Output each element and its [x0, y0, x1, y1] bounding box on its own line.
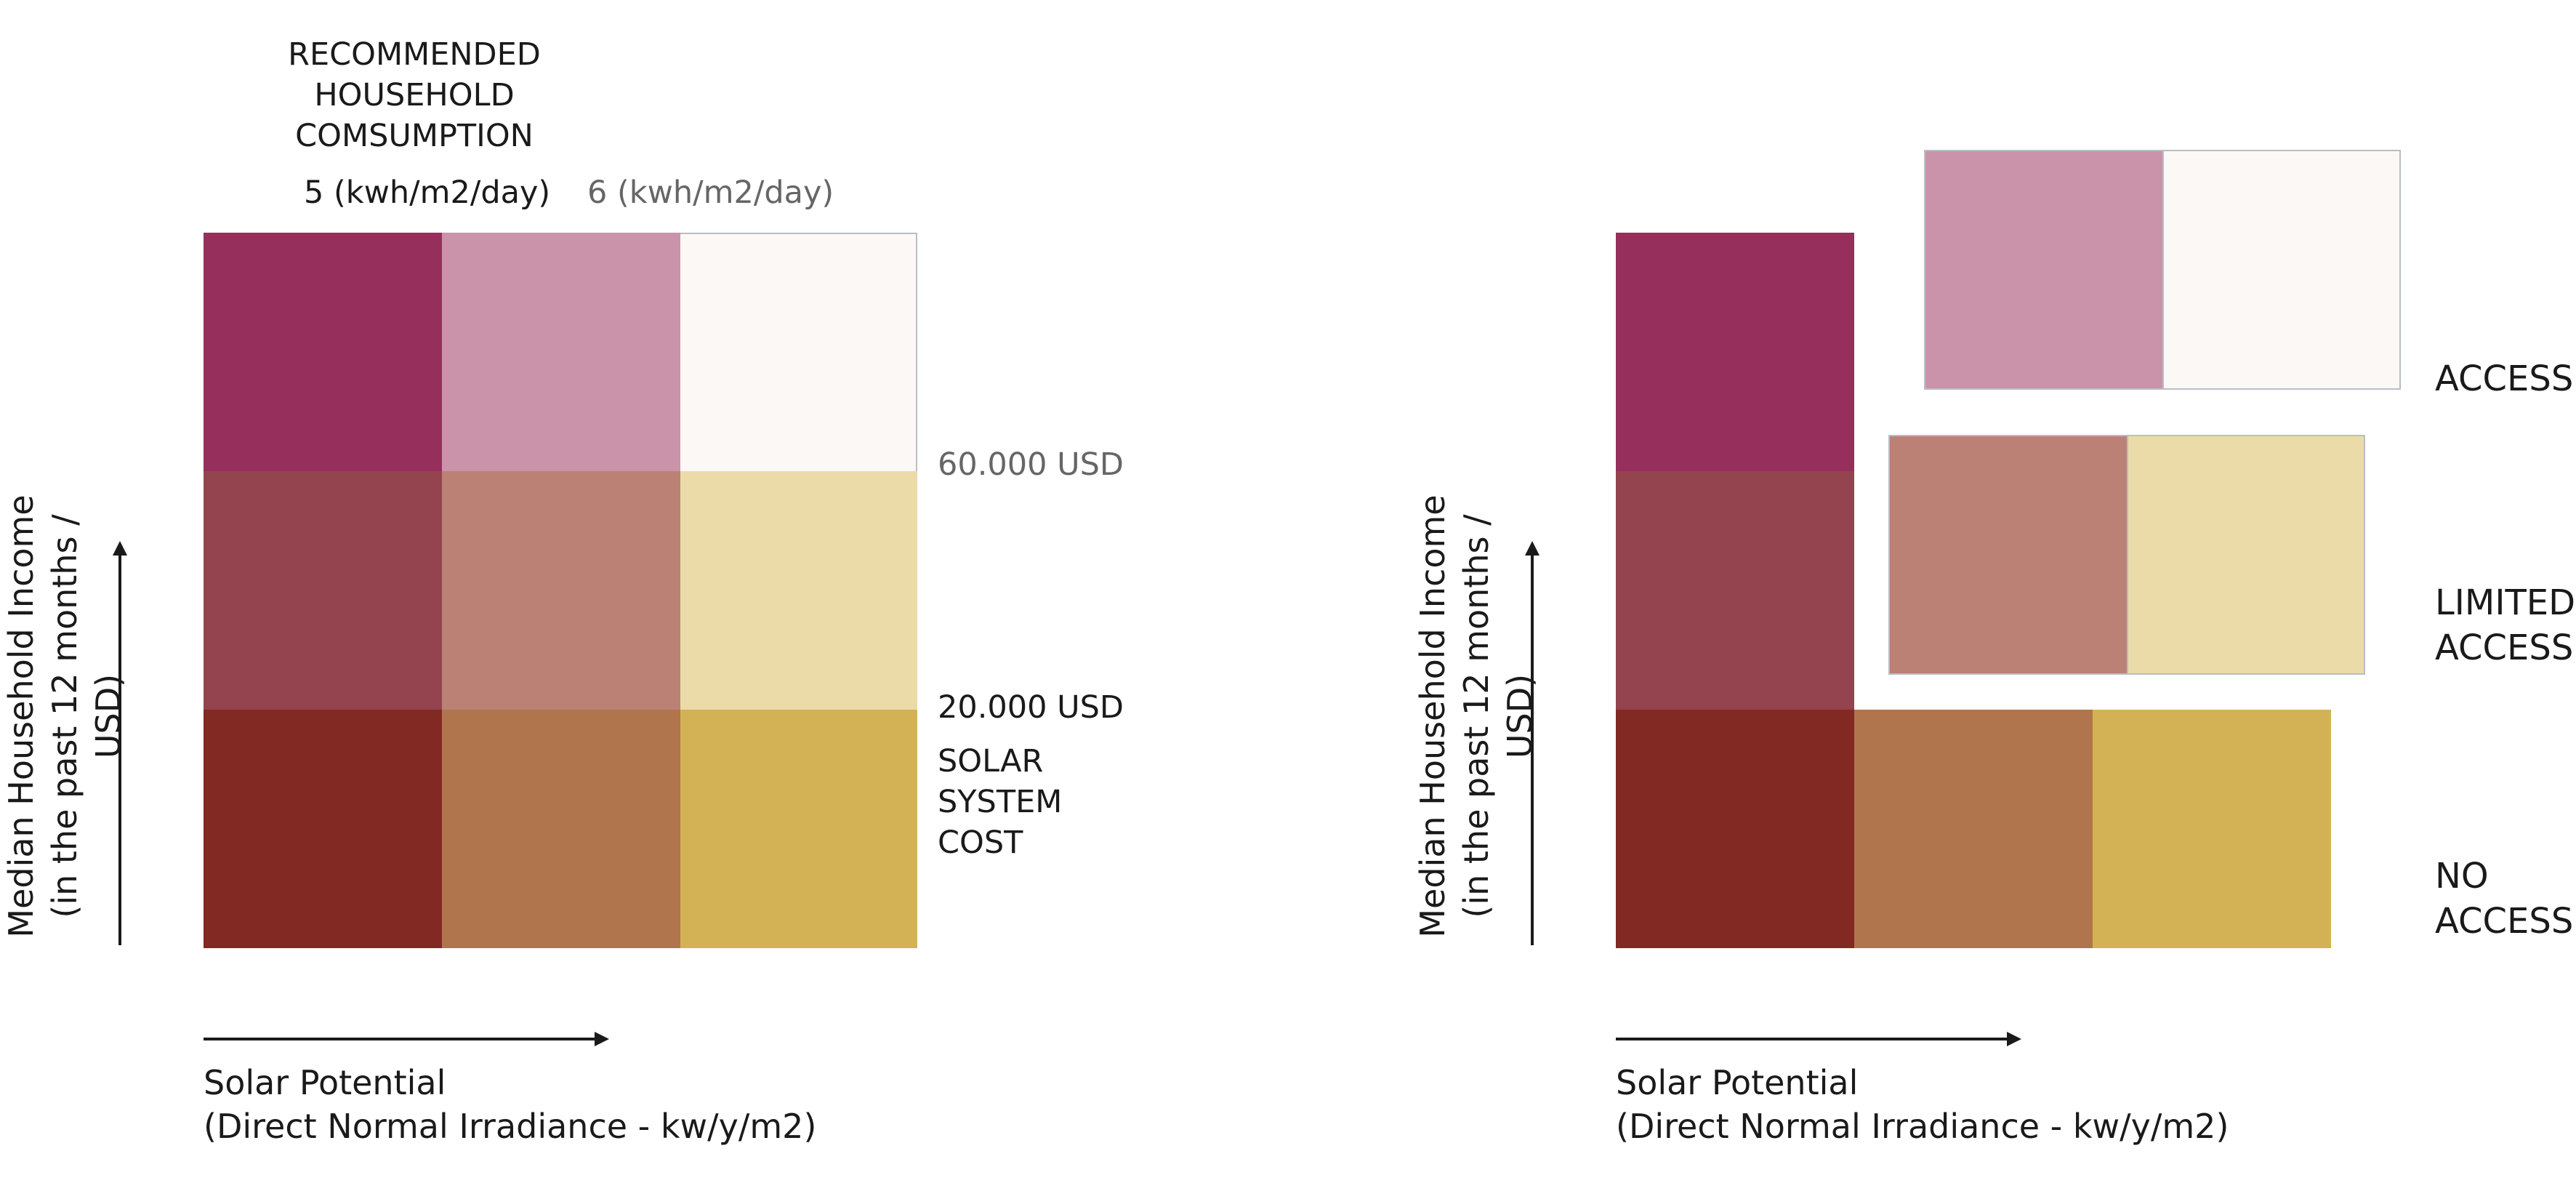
y-axis-line: [118, 553, 121, 945]
x-axis-line: [1616, 1038, 2008, 1040]
no-access-cell-high-solar: [2093, 710, 2331, 948]
x-axis-label-line-2: (Direct Normal Irradiance - kw/y/m2): [1616, 1106, 2229, 1146]
solar-system-cost-label: SOLAR SYSTEM COST: [938, 742, 1062, 864]
cell-high-income-high-solar: [680, 233, 917, 471]
no-access-label: NO ACCESS: [2435, 854, 2573, 945]
no-access-cell-mid-solar: [1854, 710, 2093, 948]
x-axis-label: Solar Potential (Direct Normal Irradianc…: [1616, 1062, 2229, 1149]
x-axis-label-line-2: (Direct Normal Irradiance - kw/y/m2): [204, 1106, 817, 1146]
limited-access-line-1: LIMITED: [2435, 582, 2576, 623]
x-axis-arrow-icon: [595, 1032, 609, 1046]
y-axis-label: Median Household Income (in the past 12 …: [1412, 480, 1539, 953]
solar-cost-line-2: SYSTEM: [938, 783, 1063, 820]
access-cell-mid-solar: [1924, 150, 2162, 390]
x-axis-label-line-1: Solar Potential: [204, 1063, 446, 1102]
cell-low-income-high-solar: [680, 710, 917, 948]
limited-access-line-2: ACCESS: [2435, 627, 2574, 669]
solar-cost-line-1: SOLAR: [938, 743, 1044, 779]
y-axis-label-line-1: Median Household Income: [1, 494, 41, 938]
threshold-20000-usd: 20.000 USD: [938, 689, 1124, 726]
y-axis-line: [1531, 553, 1534, 945]
x-axis-label: Solar Potential (Direct Normal Irradianc…: [204, 1062, 816, 1149]
x-axis-label-line-1: Solar Potential: [1616, 1063, 1859, 1102]
x-axis-line: [204, 1038, 596, 1040]
threshold-60000-usd: 60.000 USD: [938, 446, 1124, 483]
cell-mid-income-low-solar: [204, 471, 442, 710]
cell-low-income-mid-solar: [442, 710, 680, 948]
recommended-line-2: HOUSEHOLD: [314, 76, 515, 113]
column-label-5-kwh: 5 (kwh/m2/day): [304, 175, 551, 211]
cell-mid-income-mid-solar: [442, 471, 680, 710]
access-cell-high-solar: [2162, 150, 2401, 390]
recommended-line-1: RECOMMENDED: [288, 36, 541, 73]
recommended-line-3: COMSUMPTION: [295, 117, 534, 154]
y-axis-arrow-icon: [113, 541, 127, 556]
y-axis-arrow-icon: [1525, 541, 1539, 556]
no-access-line-1: NO: [2435, 856, 2489, 897]
solar-cost-line-3: COST: [938, 824, 1023, 861]
cell-high-income-low-solar: [1616, 233, 1854, 471]
y-axis-label-line-1: Median Household Income: [1413, 494, 1452, 938]
bivariate-legend-grid-panel: RECOMMENDED HOUSEHOLD COMSUMPTION 5 (kwh…: [0, 35, 1124, 1149]
cell-mid-income-high-solar: [680, 471, 917, 710]
column-label-6-kwh: 6 (kwh/m2/day): [587, 175, 834, 211]
access-classification-panel: ACCESS LIMITED ACCESS NO ACCESS Median H…: [1288, 0, 2576, 1191]
x-axis-arrow-icon: [2007, 1032, 2021, 1046]
cell-mid-income-low-solar: [1616, 471, 1854, 710]
recommended-consumption-label: RECOMMENDED HOUSEHOLD COMSUMPTION: [276, 35, 552, 157]
limited-access-cell-mid-solar: [1888, 435, 2127, 675]
no-access-line-2: ACCESS: [2435, 901, 2574, 942]
access-label: ACCESS: [2435, 358, 2574, 399]
y-axis-label: Median Household Income (in the past 12 …: [0, 480, 128, 953]
cell-low-income-low-solar: [1616, 710, 1854, 948]
cell-high-income-low-solar: [204, 233, 442, 471]
limited-access-cell-high-solar: [2127, 435, 2365, 675]
cell-high-income-mid-solar: [442, 233, 680, 471]
limited-access-label: LIMITED ACCESS: [2435, 580, 2575, 671]
cell-low-income-low-solar: [204, 710, 442, 948]
